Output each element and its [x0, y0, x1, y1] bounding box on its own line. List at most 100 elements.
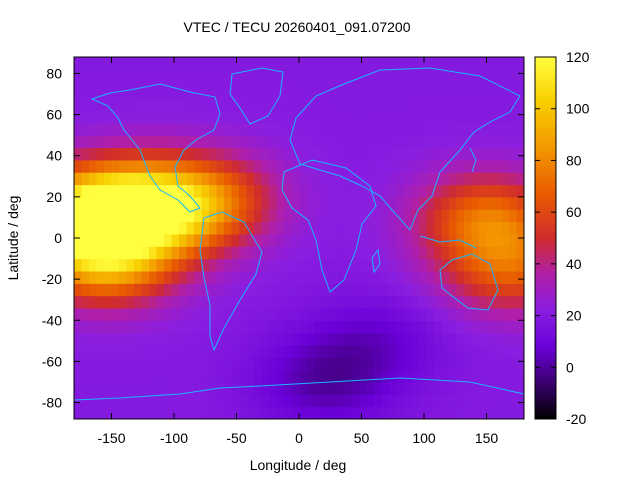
heatmap-cell [486, 344, 495, 358]
heatmap-cell [486, 135, 495, 149]
heatmap-cell [336, 246, 345, 260]
heatmap-cell [501, 258, 510, 272]
heatmap-cell [329, 57, 338, 62]
heatmap-cell [269, 295, 278, 309]
heatmap-cell [396, 394, 405, 408]
heatmap-cell [441, 246, 450, 260]
heatmap-cell [291, 135, 300, 149]
heatmap-cell [404, 159, 413, 173]
heatmap-cell [141, 85, 150, 99]
heatmap-cell [74, 110, 83, 124]
heatmap-cell [516, 184, 524, 198]
heatmap-cell [179, 147, 188, 161]
heatmap-cell [194, 344, 203, 358]
heatmap-cell [501, 85, 510, 99]
heatmap-cell [509, 135, 518, 149]
heatmap-cell [299, 233, 308, 247]
heatmap-cell [404, 147, 413, 161]
heatmap-cell [306, 283, 315, 297]
heatmap-cell [111, 147, 120, 161]
heatmap-cell [509, 320, 518, 334]
heatmap-cell [314, 221, 323, 235]
heatmap-cell [284, 184, 293, 198]
heatmap-cell [171, 258, 180, 272]
heatmap-cell [479, 147, 488, 161]
heatmap-cell [366, 283, 375, 297]
heatmap-cell [509, 184, 518, 198]
heatmap-cell [261, 369, 270, 383]
heatmap-cell [276, 159, 285, 173]
heatmap-cell [344, 233, 353, 247]
heatmap-cell [321, 209, 330, 223]
heatmap-cell [366, 172, 375, 186]
heatmap-cell [194, 357, 203, 371]
heatmap-cell [419, 61, 428, 75]
heatmap-cell [261, 135, 270, 149]
heatmap-cell [426, 394, 435, 408]
heatmap-cell [456, 357, 465, 371]
heatmap-cell [501, 98, 510, 112]
heatmap-cell [231, 320, 240, 334]
heatmap-cell [501, 307, 510, 321]
heatmap-cell [321, 61, 330, 75]
heatmap-cell [516, 135, 524, 149]
y-tick-label: -40 [42, 312, 62, 328]
heatmap-cell [434, 270, 443, 284]
heatmap-cell [74, 159, 83, 173]
heatmap-cell [276, 270, 285, 284]
heatmap-cell [119, 135, 128, 149]
heatmap-cell [104, 394, 113, 408]
heatmap-cell [374, 344, 383, 358]
heatmap-cell [426, 246, 435, 260]
heatmap-cell [186, 344, 195, 358]
heatmap-cell [156, 159, 165, 173]
heatmap-cell [104, 159, 113, 173]
heatmap-cell [104, 307, 113, 321]
heatmap-cell [134, 57, 143, 62]
y-axis-label: Latitude / deg [5, 196, 21, 281]
heatmap-cell [111, 406, 120, 419]
heatmap-cell [186, 57, 195, 62]
heatmap-cell [111, 369, 120, 383]
heatmap-cell [419, 147, 428, 161]
heatmap-cell [291, 110, 300, 124]
heatmap-cell [509, 295, 518, 309]
heatmap-cell [501, 221, 510, 235]
heatmap-cell [194, 270, 203, 284]
heatmap-cell [74, 283, 83, 297]
heatmap-cell [179, 332, 188, 346]
heatmap-cell [96, 221, 105, 235]
heatmap-cell [179, 357, 188, 371]
heatmap-cell [209, 135, 218, 149]
heatmap-cell [216, 406, 225, 419]
heatmap-cell [231, 61, 240, 75]
heatmap-cell [351, 369, 360, 383]
heatmap-cell [351, 295, 360, 309]
heatmap-cell [111, 196, 120, 210]
heatmap-cell [216, 98, 225, 112]
heatmap-cell [126, 73, 135, 87]
heatmap-cell [351, 57, 360, 62]
heatmap-cell [351, 147, 360, 161]
heatmap-cell [111, 320, 120, 334]
heatmap-cell [74, 172, 83, 186]
heatmap-cell [89, 357, 98, 371]
heatmap-cell [404, 57, 413, 62]
heatmap-cell [449, 283, 458, 297]
heatmap-cell [254, 270, 263, 284]
heatmap-cell [239, 369, 248, 383]
heatmap-cell [276, 357, 285, 371]
heatmap-cell [179, 394, 188, 408]
heatmap-cell [321, 381, 330, 395]
heatmap-cell [269, 122, 278, 136]
heatmap-cell [134, 369, 143, 383]
heatmap-cell [471, 369, 480, 383]
heatmap-cell [426, 233, 435, 247]
heatmap-cell [261, 357, 270, 371]
heatmap-cell [104, 332, 113, 346]
heatmap-cell [186, 246, 195, 260]
heatmap-cell [276, 184, 285, 198]
heatmap-cell [381, 135, 390, 149]
heatmap-cell [254, 381, 263, 395]
heatmap-cell [261, 73, 270, 87]
